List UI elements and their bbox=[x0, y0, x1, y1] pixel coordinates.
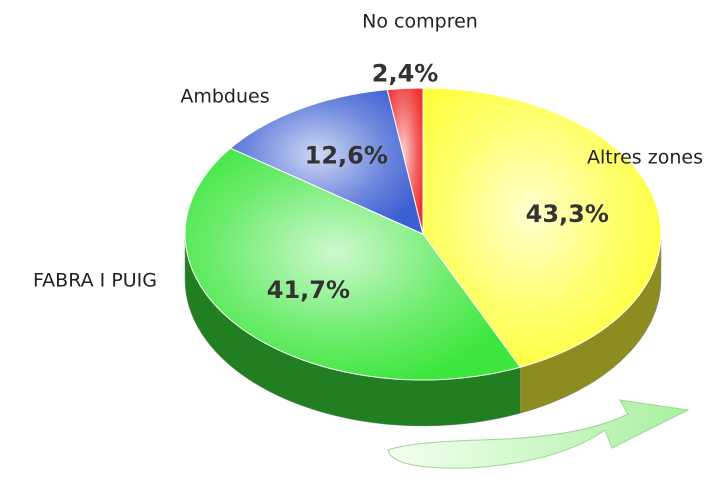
decorative-arrow bbox=[387, 399, 690, 469]
slice-shine bbox=[387, 88, 423, 234]
category-label: Ambdues bbox=[180, 86, 269, 108]
value-label: 12,6% bbox=[305, 142, 388, 170]
category-label: FABRA I PUIG bbox=[33, 270, 157, 292]
slice-shine bbox=[230, 89, 423, 234]
value-label: 2,4% bbox=[372, 59, 439, 87]
slice-shine bbox=[185, 148, 521, 380]
value-label: 43,3% bbox=[526, 200, 609, 228]
labels: 43,3% Altres zones 41,7% FABRA I PUIG 12,6% A… bbox=[33, 11, 703, 305]
pie-tops bbox=[184, 87, 662, 381]
value-label: 41,7% bbox=[267, 276, 350, 304]
category-label: Altres zones bbox=[587, 147, 703, 169]
category-label: No compren bbox=[362, 11, 478, 33]
slice-shine bbox=[423, 88, 661, 368]
